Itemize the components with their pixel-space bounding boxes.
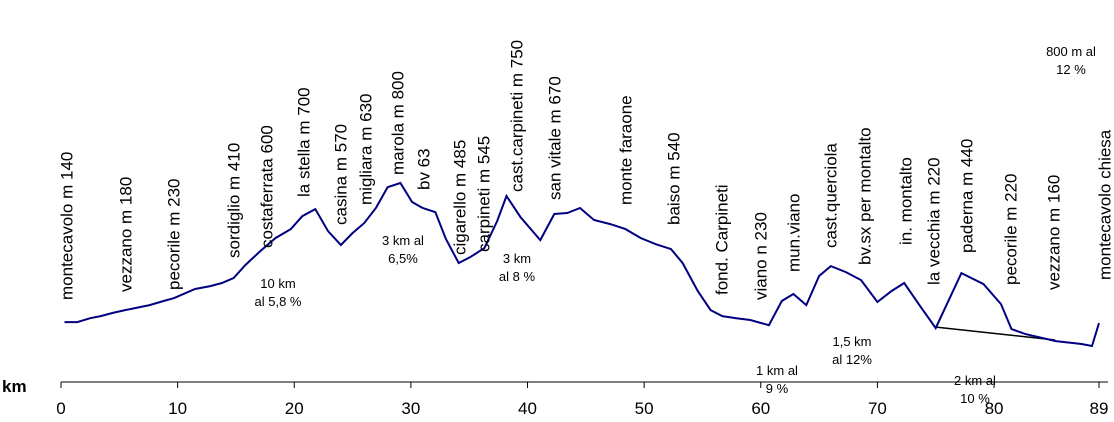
place-label: san vitale m 670	[545, 76, 564, 200]
gradient-note: al 5,8 %	[255, 294, 302, 309]
x-tick-label: 60	[751, 399, 770, 418]
gradient-note: 10 km	[260, 276, 295, 291]
x-tick-label: 40	[518, 399, 537, 418]
place-label: fond. Carpineti	[712, 184, 731, 295]
place-label: carpineti m 545	[474, 136, 493, 252]
climb-line	[934, 326, 1056, 341]
gradient-note: 9 %	[766, 381, 789, 396]
place-label: mun.viano	[784, 194, 803, 272]
place-label: cast.carpineti m 750	[507, 40, 526, 192]
place-label: pecorile m 220	[1001, 173, 1020, 285]
place-label: la stella m 700	[294, 87, 313, 197]
x-tick-label: 30	[401, 399, 420, 418]
gradient-note: 3 km	[503, 251, 531, 266]
place-label: montecavolo m 140	[57, 152, 76, 300]
place-label: migliara m 630	[356, 94, 375, 206]
x-tick-label: 50	[635, 399, 654, 418]
gradient-note: al 8 %	[499, 269, 536, 284]
gradient-note: 1 km al	[756, 363, 798, 378]
gradient-note: 10 %	[960, 391, 990, 406]
x-tick-label: 89	[1090, 399, 1109, 418]
place-label: vezzano m 180	[116, 177, 135, 292]
place-label: pecorile m 230	[164, 178, 183, 290]
gradient-note: 1,5 km	[832, 334, 871, 349]
gradient-note: 2 km al	[954, 373, 996, 388]
gradient-note: 12 %	[1056, 62, 1086, 77]
place-label: marola m 800	[388, 71, 407, 175]
x-tick-label: 80	[985, 399, 1004, 418]
x-tick-label: 20	[285, 399, 304, 418]
place-label: paderna m 440	[957, 139, 976, 253]
place-label: vezzano m 160	[1044, 175, 1063, 290]
place-label: in. montalto	[896, 157, 915, 245]
x-tick-label: 70	[868, 399, 887, 418]
x-tick-label: 0	[56, 399, 65, 418]
elevation-line	[64, 181, 1100, 348]
place-label: casina m 570	[331, 124, 350, 225]
place-label: bv.sx per montalto	[855, 127, 874, 265]
place-label: baiso m 540	[664, 132, 683, 225]
place-label: bv 63	[414, 148, 433, 190]
gradient-note: 6,5%	[388, 251, 418, 266]
place-label: cigarello m 485	[450, 140, 469, 255]
place-label: la vecchia m 220	[924, 157, 943, 285]
place-label: monte faraone	[616, 95, 635, 205]
place-label: sordiglio m 410	[224, 143, 243, 258]
place-label: costaferrata 600	[257, 125, 276, 248]
x-axis-label: km	[2, 377, 27, 396]
place-label: cast.querciola	[821, 143, 840, 248]
gradient-note: 3 km al	[382, 233, 424, 248]
place-label: viano n 230	[751, 212, 770, 300]
gradient-note: al 12%	[832, 352, 872, 367]
x-tick-label: 10	[168, 399, 187, 418]
place-label: montecavolo chiesa	[1095, 129, 1114, 280]
gradient-note: 800 m al	[1046, 44, 1096, 59]
